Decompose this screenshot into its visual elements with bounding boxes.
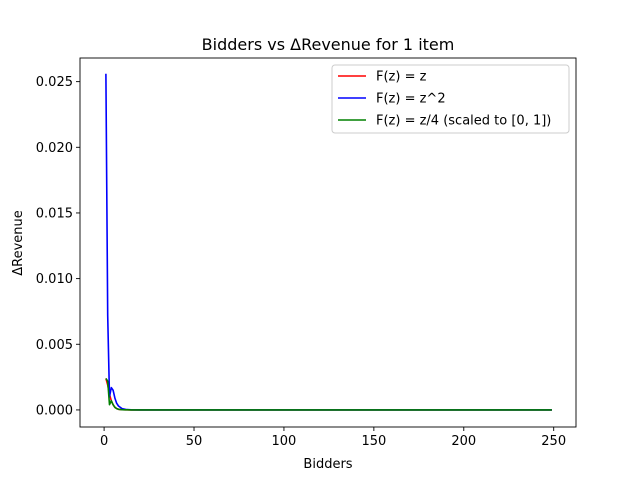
series-lines bbox=[105, 73, 552, 411]
legend-box bbox=[331, 64, 570, 134]
legend: F(z) = z F(z) = z^2 F(z) = z/4 (scaled to … bbox=[331, 64, 570, 134]
legend-label: F(z) = z bbox=[376, 70, 427, 85]
legend-label: F(z) = z^2 bbox=[376, 92, 446, 107]
legend-label: F(z) = z/4 (scaled to [0, 1]) bbox=[376, 114, 551, 129]
x-tick-label: 200 bbox=[451, 434, 476, 449]
x-tick-label: 100 bbox=[272, 434, 297, 449]
series-line-1 bbox=[105, 378, 552, 411]
x-axis-label: Bidders bbox=[303, 457, 352, 472]
y-tick-label: 0.015 bbox=[36, 206, 73, 221]
chart-title: Bidders vs ΔRevenue for 1 item bbox=[202, 35, 455, 54]
x-tick-label: 250 bbox=[541, 434, 566, 449]
y-axis-label: ΔRevenue bbox=[11, 210, 26, 276]
plot-frame bbox=[79, 57, 577, 428]
x-tick-label: 0 bbox=[100, 434, 108, 449]
series-line-3 bbox=[105, 377, 552, 411]
x-tick-label: 150 bbox=[361, 434, 386, 449]
y-tick-label: 0.010 bbox=[36, 272, 73, 287]
y-tick-label: 0.025 bbox=[36, 75, 73, 90]
y-tick-label: 0.005 bbox=[36, 338, 73, 353]
y-tick-label: 0.020 bbox=[36, 141, 73, 156]
x-tick-label: 50 bbox=[186, 434, 203, 449]
y-axis-ticks: 0.000 0.005 0.010 0.015 0.020 0.025 bbox=[36, 75, 80, 418]
plot-area bbox=[79, 57, 577, 428]
y-tick-label: 0.000 bbox=[36, 403, 73, 418]
x-axis-ticks: 0 50 100 150 200 250 bbox=[100, 427, 566, 449]
